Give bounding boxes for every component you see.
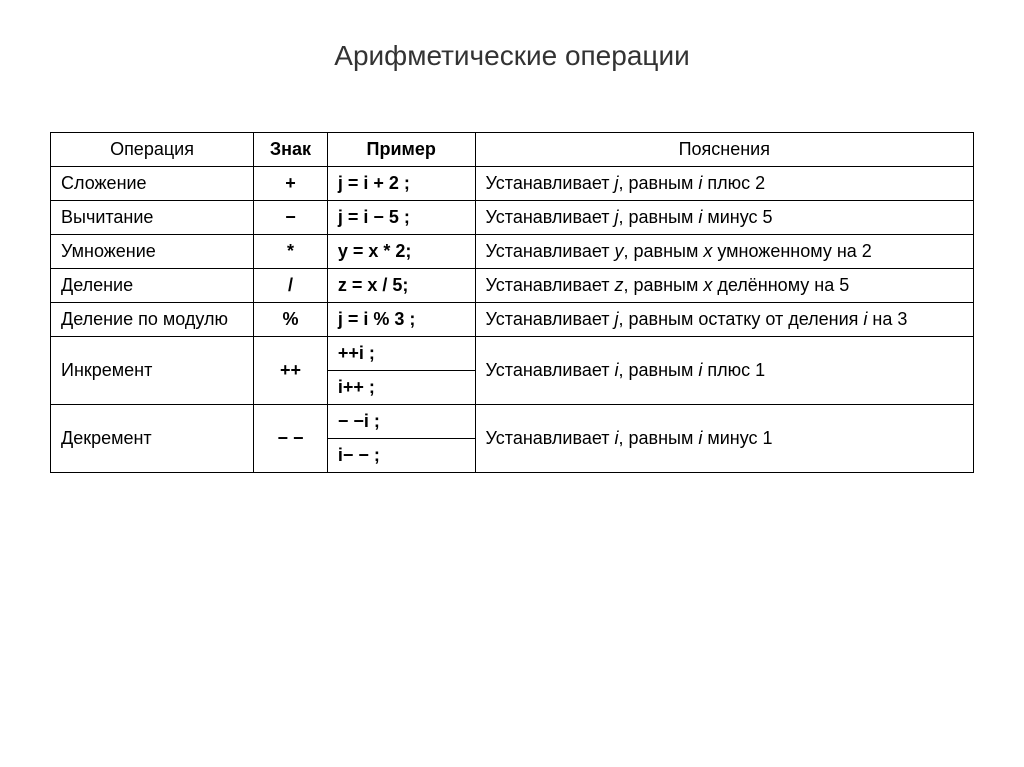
cell-example: z = x / 5; <box>327 269 475 303</box>
cell-sign: + <box>254 167 328 201</box>
cell-example: i− − ; <box>327 439 475 473</box>
table-row: Инкремент++++i ;Устанавливает i, равным … <box>51 337 974 371</box>
cell-example: j = i + 2 ; <box>327 167 475 201</box>
cell-sign: − − <box>254 405 328 473</box>
cell-description: Устанавливает j, равным остатку от делен… <box>475 303 973 337</box>
cell-example: j = i − 5 ; <box>327 201 475 235</box>
table-body: Сложение+j = i + 2 ;Устанавливает j, рав… <box>51 167 974 473</box>
cell-example: y = x * 2; <box>327 235 475 269</box>
cell-example: − −i ; <box>327 405 475 439</box>
cell-description: Устанавливает j, равным i минус 5 <box>475 201 973 235</box>
cell-sign: % <box>254 303 328 337</box>
table-row: Вычитание−j = i − 5 ;Устанавливает j, ра… <box>51 201 974 235</box>
table-row: Умножение*y = x * 2;Устанавливает y, рав… <box>51 235 974 269</box>
cell-sign: / <box>254 269 328 303</box>
arithmetic-operations-table: Операция Знак Пример Пояснения Сложение+… <box>50 132 974 473</box>
column-header-operation: Операция <box>51 133 254 167</box>
table-row: Декремент− −− −i ;Устанавливает i, равны… <box>51 405 974 439</box>
cell-sign: * <box>254 235 328 269</box>
cell-example: j = i % 3 ; <box>327 303 475 337</box>
cell-description: Устанавливает z, равным x делённому на 5 <box>475 269 973 303</box>
cell-operation: Декремент <box>51 405 254 473</box>
column-header-sign: Знак <box>254 133 328 167</box>
table-row: Деление по модулю%j = i % 3 ;Устанавлива… <box>51 303 974 337</box>
cell-operation: Деление <box>51 269 254 303</box>
page-title: Арифметические операции <box>50 40 974 72</box>
table-header-row: Операция Знак Пример Пояснения <box>51 133 974 167</box>
cell-sign: ++ <box>254 337 328 405</box>
cell-operation: Умножение <box>51 235 254 269</box>
cell-description: Устанавливает i, равным i минус 1 <box>475 405 973 473</box>
table-row: Сложение+j = i + 2 ;Устанавливает j, рав… <box>51 167 974 201</box>
cell-description: Устанавливает j, равным i плюс 2 <box>475 167 973 201</box>
cell-description: Устанавливает i, равным i плюс 1 <box>475 337 973 405</box>
cell-operation: Вычитание <box>51 201 254 235</box>
cell-example: ++i ; <box>327 337 475 371</box>
table-row: Деление/z = x / 5;Устанавливает z, равны… <box>51 269 974 303</box>
cell-description: Устанавливает y, равным x умноженному на… <box>475 235 973 269</box>
cell-operation: Инкремент <box>51 337 254 405</box>
column-header-example: Пример <box>327 133 475 167</box>
column-header-description: Пояснения <box>475 133 973 167</box>
cell-operation: Сложение <box>51 167 254 201</box>
cell-sign: − <box>254 201 328 235</box>
cell-example: i++ ; <box>327 371 475 405</box>
cell-operation: Деление по модулю <box>51 303 254 337</box>
